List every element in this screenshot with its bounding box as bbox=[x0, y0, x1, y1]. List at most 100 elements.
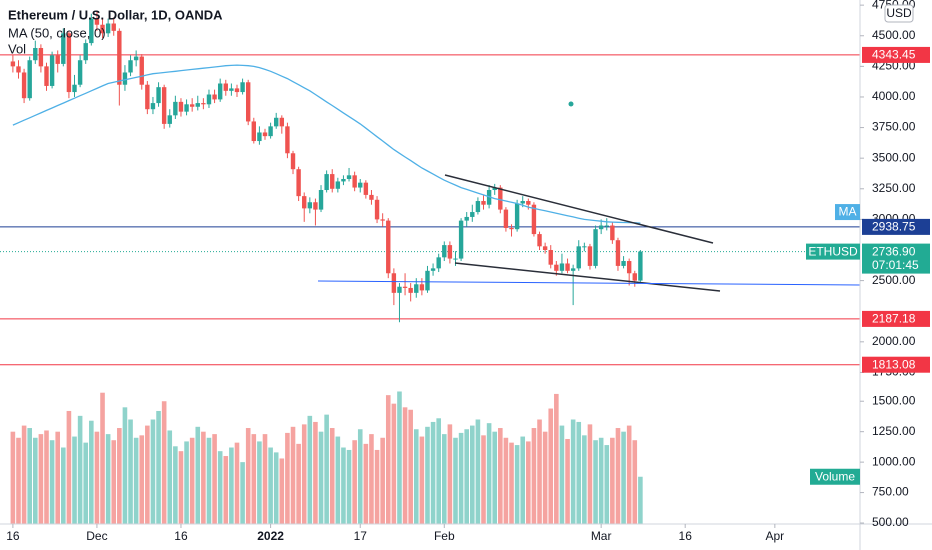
volume-bar bbox=[234, 442, 240, 524]
candle-body bbox=[626, 261, 632, 274]
candle-body bbox=[161, 87, 167, 124]
volume-bar bbox=[402, 407, 408, 524]
y-tick-label: 2500.00 bbox=[872, 273, 916, 287]
volume-bar bbox=[346, 449, 352, 524]
candle-body bbox=[593, 229, 598, 266]
volume-bar bbox=[610, 437, 615, 524]
volume-box-label: Volume bbox=[815, 469, 855, 483]
x-tick-label: 16 bbox=[679, 529, 693, 543]
candle-body bbox=[559, 263, 565, 271]
volume-bar bbox=[632, 440, 638, 524]
y-tick-label: 3250.00 bbox=[872, 181, 916, 195]
volume-bar bbox=[100, 392, 105, 524]
candle-body bbox=[257, 132, 262, 142]
candle-body bbox=[352, 175, 357, 188]
volume-tick-label: 1000.00 bbox=[872, 454, 916, 468]
volume-bar bbox=[615, 428, 621, 524]
candle-body bbox=[49, 55, 55, 86]
candle-body bbox=[61, 33, 66, 64]
level-box bbox=[862, 356, 930, 373]
volume-box bbox=[810, 468, 860, 485]
trend-line bbox=[454, 262, 721, 292]
candle-body bbox=[436, 257, 441, 269]
volume-bar bbox=[139, 435, 145, 524]
volume-tick-label: 500.00 bbox=[872, 515, 909, 529]
volume-bar bbox=[503, 437, 509, 524]
candle-body bbox=[458, 220, 464, 259]
volume-bar bbox=[593, 440, 598, 524]
candle-body bbox=[408, 287, 413, 293]
volume-tick-label: 1500.00 bbox=[872, 393, 916, 407]
volume-bar bbox=[150, 419, 156, 524]
volume-bar bbox=[201, 431, 206, 524]
candle-body bbox=[374, 199, 380, 220]
candle-body bbox=[279, 117, 285, 127]
y-tick-label: 4000.00 bbox=[872, 89, 916, 103]
candle-body bbox=[520, 201, 525, 204]
candle-body bbox=[145, 84, 150, 110]
volume-bar bbox=[38, 434, 44, 524]
volume-bar bbox=[285, 432, 290, 524]
volume-bar bbox=[453, 437, 458, 524]
candle-body bbox=[615, 240, 621, 266]
candle-body bbox=[324, 174, 329, 191]
candle-body bbox=[470, 212, 475, 217]
candle-body bbox=[38, 47, 44, 67]
candle-body bbox=[414, 284, 419, 293]
candle-body bbox=[548, 250, 553, 265]
volume-bar bbox=[604, 445, 610, 524]
candle-body bbox=[341, 178, 346, 182]
candle-body bbox=[268, 126, 273, 137]
trend-line bbox=[444, 174, 714, 244]
candle-body bbox=[632, 273, 637, 281]
volume-bar bbox=[542, 431, 548, 524]
volume-bar bbox=[565, 438, 570, 524]
volume-bar bbox=[520, 436, 526, 524]
volume-bar bbox=[290, 426, 296, 524]
volume-bar bbox=[430, 421, 436, 524]
volume-bar bbox=[117, 428, 122, 524]
candle-body bbox=[72, 84, 77, 93]
candle-body bbox=[55, 55, 60, 64]
volume-bar bbox=[464, 429, 469, 524]
volume-bar bbox=[537, 419, 542, 524]
candle-body bbox=[139, 56, 144, 85]
candle-body bbox=[419, 284, 425, 291]
candle-body bbox=[21, 72, 27, 99]
volume-bar bbox=[307, 415, 313, 524]
volume-bar bbox=[587, 424, 593, 524]
last-price-label: 2736.90 bbox=[872, 244, 916, 258]
level-label: 4343.45 bbox=[872, 48, 916, 62]
volume-bar bbox=[498, 428, 503, 524]
symbol-box bbox=[806, 243, 860, 260]
volume-bar bbox=[621, 431, 626, 524]
candle-body bbox=[178, 101, 184, 112]
candle-body bbox=[492, 187, 497, 191]
candle-body bbox=[223, 83, 228, 91]
volume-bar bbox=[223, 456, 229, 524]
candle-body bbox=[318, 190, 324, 210]
volume-bar bbox=[363, 443, 369, 524]
volume-bar bbox=[626, 425, 632, 524]
volume-bar bbox=[397, 391, 402, 524]
candle-body bbox=[156, 87, 161, 104]
candle-body bbox=[481, 201, 486, 205]
ma-legend: MA (50, close, 0) bbox=[8, 25, 106, 40]
candle-body bbox=[425, 270, 430, 291]
ma-box-label: MA bbox=[839, 205, 857, 219]
candle-body bbox=[111, 23, 116, 31]
currency-label: USD bbox=[886, 6, 912, 20]
candle-body bbox=[307, 202, 313, 209]
candle-body bbox=[442, 245, 447, 258]
volume-bar bbox=[531, 428, 537, 524]
candle-body bbox=[453, 258, 458, 260]
volume-bar bbox=[279, 458, 285, 524]
volume-bar bbox=[229, 447, 234, 524]
candle-body bbox=[89, 18, 94, 44]
candle-body bbox=[447, 245, 453, 259]
candle-body bbox=[206, 94, 212, 105]
volume-bar bbox=[559, 425, 565, 524]
volume-bar bbox=[352, 440, 357, 524]
volume-bar bbox=[526, 441, 531, 524]
candle-body bbox=[128, 60, 133, 73]
